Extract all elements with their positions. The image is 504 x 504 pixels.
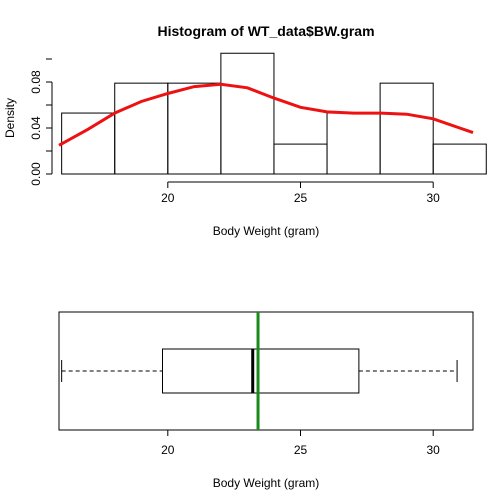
histogram-title: Histogram of WT_data$BW.gram [157, 23, 374, 39]
histogram-x-tick-label-20: 20 [161, 191, 175, 205]
histogram-bar-8 [432, 143, 487, 175]
boxplot-x-tick-label-20: 20 [161, 443, 175, 457]
histogram-bar-7 [379, 82, 434, 175]
boxplot-marks [61, 312, 458, 430]
histogram-bar-4 [220, 52, 275, 175]
boxplot-x-label: Body Weight (gram) [213, 476, 319, 490]
histogram-y-tick-label-0: 0.00 [29, 162, 43, 186]
histogram-y-axis: 0.00 0.04 0.08 [29, 58, 53, 186]
histogram-x-label: Body Weight (gram) [213, 224, 319, 238]
histogram-y-label: Density [3, 98, 17, 138]
histogram-y-tick-label-2: 0.08 [29, 70, 43, 94]
histogram-bar-5 [273, 143, 328, 175]
histogram-bar-3 [167, 82, 222, 175]
boxplot-frame [58, 311, 474, 431]
histogram-y-tick-label-1: 0.04 [29, 116, 43, 140]
histogram-bar-1 [61, 112, 116, 175]
boxplot-x-tick-label-25: 25 [294, 443, 308, 457]
histogram-x-tick-label-25: 25 [294, 191, 308, 205]
histogram-panel: Histogram of WT_data$BW.gram 20 25 30 0.00… [3, 23, 487, 238]
boxplot-x-tick-label-30: 30 [427, 443, 441, 457]
histogram-x-tick-label-30: 30 [427, 191, 441, 205]
boxplot-box [162, 348, 360, 394]
boxplot-panel: 20 25 30 Body Weight (gram) [58, 311, 474, 490]
boxplot-x-axis: 20 25 30 [161, 430, 440, 457]
histogram-x-axis: 20 25 30 [161, 181, 441, 205]
density-curve [58, 82, 474, 147]
histogram-bars [61, 52, 487, 175]
histogram-bar-6 [326, 112, 381, 175]
